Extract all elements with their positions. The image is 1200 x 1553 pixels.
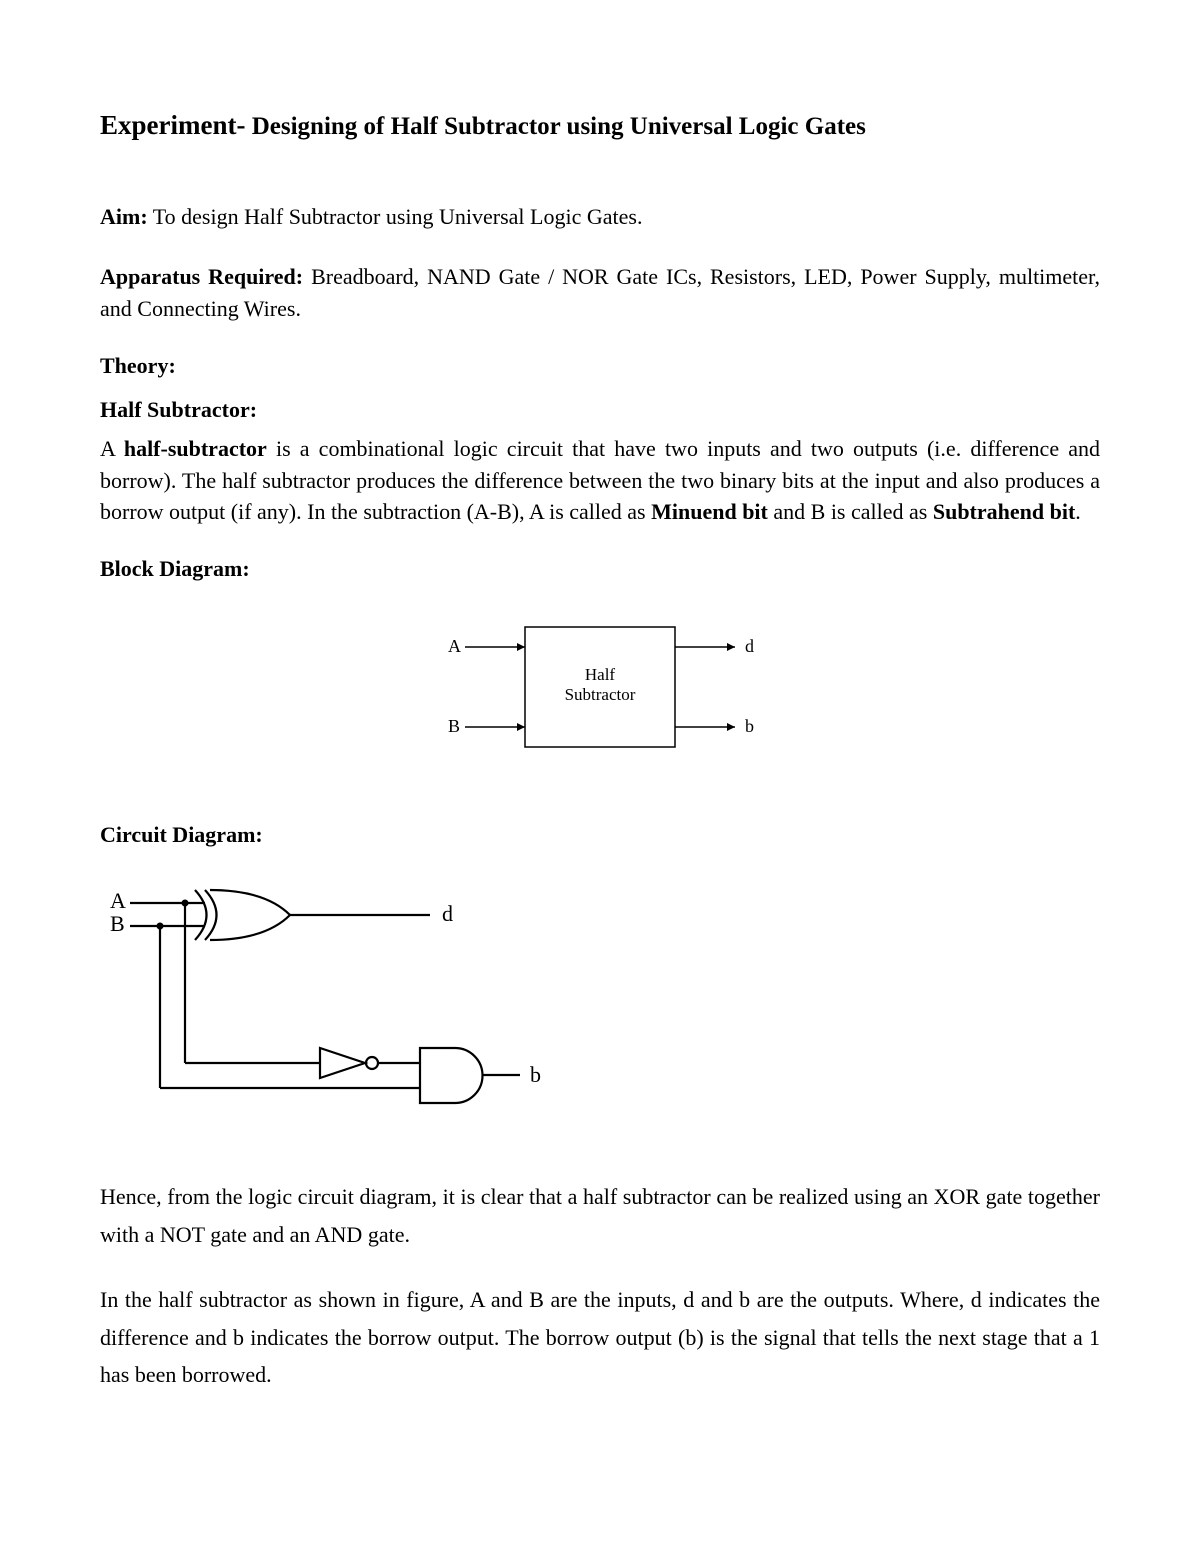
not-gate xyxy=(320,1048,365,1078)
title-rest: Designing of Half Subtractor using Unive… xyxy=(245,113,865,140)
circuit-label-a: A xyxy=(110,888,126,913)
block-in-a: A xyxy=(448,636,461,656)
block-arrow-bout xyxy=(727,723,735,731)
block-box-label1: Half xyxy=(585,665,616,684)
circuit-label-d: d xyxy=(442,901,453,926)
block-diagram: Half Subtractor A B d b xyxy=(100,602,1100,772)
block-arrow-d xyxy=(727,643,735,651)
hs-text-f: Subtrahend bit xyxy=(933,499,1075,524)
block-arrow-b xyxy=(517,723,525,731)
block-diagram-svg: Half Subtractor A B d b xyxy=(410,602,790,772)
and-gate xyxy=(420,1048,482,1103)
aim-paragraph: Aim: To design Half Subtractor using Uni… xyxy=(100,201,1100,233)
block-diagram-heading: Block Diagram: xyxy=(100,556,1100,582)
apparatus-paragraph: Apparatus Required: Breadboard, NAND Gat… xyxy=(100,261,1100,325)
block-box-label2: Subtractor xyxy=(565,685,636,704)
hs-text-b: half-subtractor xyxy=(124,436,267,461)
block-in-b: B xyxy=(448,716,460,736)
aim-label: Aim: xyxy=(100,204,148,229)
circuit-diagram: A B d b xyxy=(100,878,1100,1128)
hs-text-e: and B is called as xyxy=(768,499,933,524)
circuit-label-bout: b xyxy=(530,1062,541,1087)
hs-text-d: Minuend bit xyxy=(651,499,768,524)
title-prefix: Experiment- xyxy=(100,110,245,140)
aim-text: To design Half Subtractor using Universa… xyxy=(148,204,643,229)
hs-text-a: A xyxy=(100,436,124,461)
apparatus-label: Apparatus Required: xyxy=(100,264,303,289)
half-subtractor-text: A half-subtractor is a combinational log… xyxy=(100,433,1100,529)
circuit-diagram-heading: Circuit Diagram: xyxy=(100,822,1100,848)
para-after-1: Hence, from the logic circuit diagram, i… xyxy=(100,1178,1100,1253)
experiment-title: Experiment- Designing of Half Subtractor… xyxy=(100,110,1100,141)
circuit-label-b: B xyxy=(110,911,125,936)
block-arrow-a xyxy=(517,643,525,651)
hs-text-g: . xyxy=(1075,499,1081,524)
para-after-2: In the half subtractor as shown in figur… xyxy=(100,1281,1100,1393)
xor-body xyxy=(210,890,290,940)
xor-back-arc xyxy=(195,890,207,940)
half-subtractor-heading: Half Subtractor: xyxy=(100,397,1100,423)
block-out-d: d xyxy=(745,636,754,656)
circuit-diagram-svg: A B d b xyxy=(100,878,560,1128)
block-out-b: b xyxy=(745,716,754,736)
theory-heading: Theory: xyxy=(100,353,1100,379)
